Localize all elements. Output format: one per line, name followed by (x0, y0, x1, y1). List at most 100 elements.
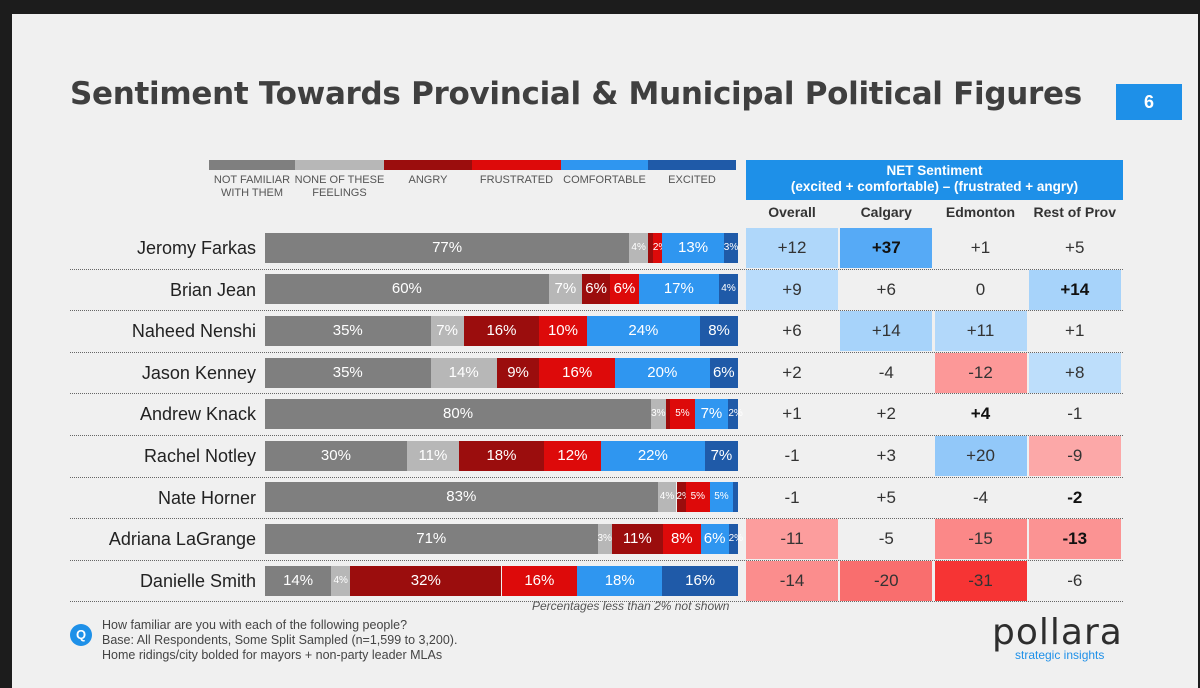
page-title: Sentiment Towards Provincial & Municipal… (70, 76, 1082, 112)
bar-segment-frustrated: 5% (685, 482, 710, 513)
bar-segment-not_familiar: 80% (265, 399, 652, 430)
bar-segment-angry: 18% (458, 440, 545, 471)
slide: Sentiment Towards Provincial & Municipal… (12, 14, 1198, 688)
net-sentiment-header: NET Sentiment (excited + comfortable) – … (746, 160, 1123, 200)
row-label: Naheed Nenshi (131, 321, 256, 342)
bar-segment-frustrated: 2% (652, 232, 667, 263)
bar-segment-none: 11% (406, 440, 459, 471)
net-sentiment-cell: +1 (1065, 321, 1085, 341)
question-text: How familiar are you with each of the fo… (102, 618, 408, 632)
net-sentiment-cell: +37 (840, 228, 933, 268)
net-sentiment-cell: +6 (876, 279, 896, 299)
legend-label-excited: EXCITED (668, 174, 716, 186)
net-sentiment-cell: +1 (782, 404, 802, 424)
net-sentiment-cell: +5 (876, 487, 896, 507)
bar-segment-comfortable: 13% (662, 232, 724, 263)
bar-segment-excited: 7% (704, 440, 738, 471)
row-label: Jason Kenney (141, 362, 256, 383)
bar-segment-not_familiar: 14% (265, 565, 332, 596)
net-sentiment-cell: -4 (972, 487, 989, 507)
bar-segment-excited: 3% (723, 232, 738, 263)
bar-segment-angry: 16% (463, 316, 540, 346)
net-sentiment-cell: -1 (784, 446, 800, 465)
pollara-logo: pollara (992, 612, 1123, 653)
bar-segment-frustrated: 8% (663, 524, 701, 554)
legend-swatch-frustrated (472, 160, 561, 170)
net-sentiment-cell: +12 (746, 228, 838, 268)
net-column-header: Overall (768, 204, 816, 220)
net-sentiment-cell: -13 (1028, 519, 1121, 560)
bar-segment-comfortable: 22% (600, 440, 705, 471)
row-separator (70, 559, 1123, 561)
net-sentiment-cell: -5 (878, 529, 894, 549)
legend-label-not_familiar: NOT FAMILIAR WITH THEM (213, 174, 291, 199)
row-separator (70, 476, 1123, 478)
row-separator (70, 601, 1123, 603)
bar-segment-angry: 9% (496, 357, 540, 388)
footnote: Percentages less than 2% not shown (532, 599, 730, 613)
bar-segment-excited: 6% (709, 357, 738, 388)
net-sentiment-cell: +20 (934, 436, 1027, 476)
bar-segment-not_familiar: 35% (265, 316, 431, 346)
base-text: Base: All Respondents, Some Split Sample… (102, 633, 458, 647)
row-label: Jeromy Farkas (136, 238, 256, 258)
net-sentiment-cell: -12 (934, 352, 1027, 393)
net-sentiment-cell: -31 (934, 560, 1027, 601)
net-sentiment-cell: +11 (934, 311, 1027, 352)
legend-swatch-not_familiar (209, 160, 295, 170)
bar-segment-none: 7% (548, 274, 582, 305)
net-sentiment-cell: -1 (1067, 404, 1083, 424)
net-header-formula: (excited + comfortable) – (frustrated + … (790, 179, 1079, 194)
net-sentiment-cell: -6 (1067, 570, 1083, 590)
net-sentiment-cell: -15 (934, 519, 1027, 560)
net-sentiment-cell: +4 (970, 404, 991, 424)
net-sentiment-cell: +6 (782, 321, 802, 341)
legend-swatch-excited (648, 160, 736, 170)
net-sentiment-cell: +5 (1065, 238, 1085, 257)
net-sentiment-cell: 0 (975, 279, 986, 299)
bar-segment-none: 14% (430, 357, 497, 388)
bar-segment-not_familiar: 30% (265, 440, 407, 471)
bar-segment-frustrated: 16% (539, 357, 615, 388)
net-sentiment-cell: +14 (840, 311, 933, 352)
bar-segment-comfortable: 7% (694, 399, 729, 430)
bar-segment-excited (733, 482, 738, 513)
row-separator (70, 351, 1123, 353)
bar-segment-excited: 8% (700, 316, 738, 346)
bar-segment-comfortable: 24% (586, 316, 701, 346)
legend-label-angry: ANGRY (408, 174, 448, 186)
bar-segment-not_familiar: 71% (265, 524, 598, 554)
net-sentiment-cell: -20 (840, 560, 933, 601)
bold-note: Home ridings/city bolded for mayors + no… (102, 648, 443, 662)
bar-segment-excited: 16% (662, 565, 738, 596)
bar-segment-not_familiar: 35% (265, 357, 431, 388)
bar-segment-frustrated: 10% (539, 316, 587, 346)
net-sentiment-cell: +14 (1028, 269, 1121, 310)
bar-segment-none: 3% (597, 524, 612, 554)
bar-segment-frustrated: 12% (544, 440, 601, 471)
bar-segment-frustrated: 16% (501, 565, 578, 596)
row-label: Danielle Smith (139, 570, 256, 591)
bar-segment-excited: 4% (719, 274, 738, 305)
net-sentiment-cell: +1 (970, 238, 991, 257)
row-separator (70, 393, 1123, 395)
net-column-header: Edmonton (945, 204, 1016, 220)
bar-segment-none: 3% (651, 399, 666, 430)
bar-segment-angry: 32% (350, 565, 502, 596)
bar-segment-angry: 6% (581, 274, 611, 305)
logo-tagline: strategic insights (1015, 648, 1105, 662)
net-sentiment-cell: -9 (1028, 436, 1121, 476)
net-sentiment-cell: -2 (1067, 487, 1083, 507)
row-label: Andrew Knack (139, 404, 256, 425)
bar-segment-comfortable: 5% (709, 482, 734, 513)
net-sentiment-cell: -1 (784, 487, 800, 507)
row-separator (70, 268, 1123, 270)
bar-segment-excited: 2% (728, 524, 743, 554)
question-icon: Q (70, 624, 92, 646)
net-sentiment-cell: +8 (1028, 352, 1121, 393)
net-sentiment-cell: -11 (746, 519, 838, 560)
net-sentiment-cell: -4 (878, 362, 894, 382)
legend-swatch-angry (384, 160, 472, 170)
bar-segment-none: 4% (629, 232, 649, 263)
net-sentiment-cell: +2 (876, 404, 896, 424)
